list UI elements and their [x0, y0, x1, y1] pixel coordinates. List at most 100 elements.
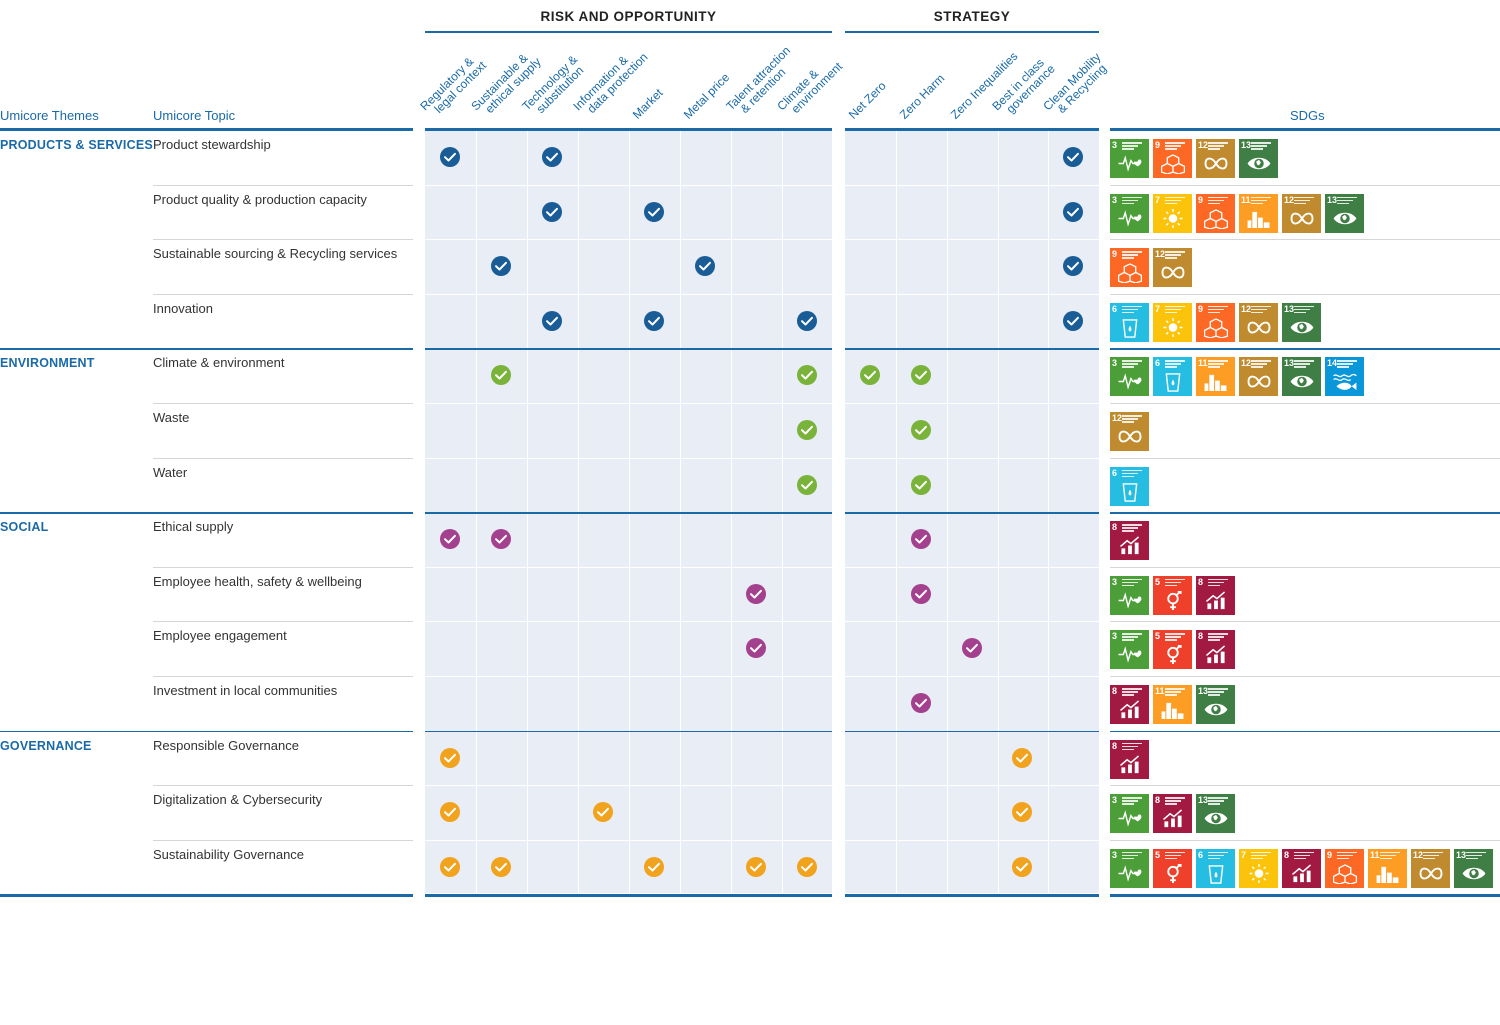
row-divider	[845, 239, 1099, 241]
row-divider	[425, 293, 832, 295]
check-icon	[542, 310, 562, 331]
sdg-6-icon: 6	[1110, 302, 1149, 342]
sdg-9-icon: 9	[1196, 302, 1235, 342]
check-icon	[746, 856, 766, 877]
row-divider	[153, 403, 413, 404]
column-separator	[896, 131, 897, 893]
sdg-13-icon: 13	[1196, 794, 1235, 834]
sdg-13-icon: 13	[1282, 302, 1321, 342]
sdg-12-icon: 12	[1282, 193, 1321, 233]
sdg-8-icon: 8	[1196, 575, 1235, 615]
theme-divider	[0, 894, 413, 898]
check-icon	[797, 474, 817, 495]
row-divider	[1110, 457, 1500, 459]
theme-divider	[425, 348, 832, 350]
sdg-icons: 3 9 12 13	[1110, 139, 1278, 178]
theme-divider	[845, 894, 1099, 898]
row-divider	[845, 184, 1099, 186]
check-icon	[440, 747, 460, 768]
check-icon	[911, 365, 931, 386]
row-divider	[425, 785, 832, 787]
sdg-11-icon: 11	[1239, 193, 1278, 233]
sdg-12-icon: 12	[1239, 357, 1278, 397]
column-header-line1: Market	[629, 85, 666, 122]
row-divider	[1110, 621, 1500, 623]
sdg-13-icon: 13	[1239, 139, 1278, 178]
row-divider	[845, 457, 1099, 459]
sdg-8-icon: 8	[1110, 739, 1149, 779]
theme-label: ENVIRONMENT	[0, 356, 95, 371]
row-divider	[153, 566, 413, 568]
sdg-3-icon: 3	[1110, 575, 1149, 615]
risk-opportunity-underline	[425, 31, 832, 33]
header-rule-risk	[425, 128, 832, 131]
row-divider	[845, 566, 1099, 568]
themes-header: Umicore Themes	[0, 108, 99, 123]
row-divider	[845, 293, 1099, 295]
column-header-label: Metal price	[681, 70, 732, 121]
sdg-11-icon: 11	[1196, 357, 1235, 397]
sdg-14-icon: 14	[1325, 357, 1364, 397]
row-divider	[425, 621, 832, 623]
sdg-icons: 8 11 13	[1110, 685, 1235, 724]
strategy-title: STRATEGY	[933, 9, 1011, 24]
sdg-icons: 3 5 6 7 8 9 11 12 13	[1110, 848, 1493, 888]
sdg-9-icon: 9	[1196, 193, 1235, 233]
check-icon	[491, 256, 511, 277]
topic-label: Employee health, safety & wellbeing	[153, 573, 362, 589]
check-icon	[440, 529, 460, 550]
column-separator	[998, 131, 999, 893]
row-divider	[1110, 785, 1500, 787]
sdg-3-icon: 3	[1110, 848, 1149, 888]
sdg-13-icon: 13	[1282, 357, 1321, 397]
sdg-8-icon: 8	[1110, 521, 1149, 561]
sdg-7-icon: 7	[1239, 848, 1278, 888]
sdg-11-icon: 11	[1153, 685, 1192, 724]
sdg-7-icon: 7	[1153, 193, 1192, 233]
check-icon	[1063, 310, 1083, 331]
sdg-3-icon: 3	[1110, 357, 1149, 397]
column-separator	[680, 131, 681, 893]
check-icon	[1063, 256, 1083, 277]
column-separator	[629, 131, 630, 893]
row-divider	[153, 839, 413, 841]
check-icon	[593, 802, 613, 823]
row-divider	[425, 676, 832, 677]
check-icon	[911, 529, 931, 550]
topic-label: Innovation	[153, 300, 213, 316]
row-divider	[425, 566, 832, 568]
sdg-3-icon: 3	[1110, 630, 1149, 670]
topic-label: Sustainability Governance	[153, 846, 305, 862]
row-divider	[1110, 293, 1500, 295]
sdg-12-icon: 12	[1110, 412, 1149, 451]
sdg-3-icon: 3	[1110, 139, 1149, 178]
header-rule-sdgs	[1110, 128, 1500, 131]
sdg-3-icon: 3	[1110, 794, 1149, 834]
sdg-3-icon: 3	[1110, 193, 1149, 233]
sdg-13-icon: 13	[1196, 685, 1235, 724]
row-divider	[153, 293, 413, 295]
topic-label: Responsible Governance	[153, 737, 299, 753]
topic-label: Product quality & production capacity	[153, 191, 367, 207]
theme-label: GOVERNANCE	[0, 738, 92, 753]
check-icon	[440, 856, 460, 877]
row-divider	[845, 785, 1099, 787]
sdg-icons: 8	[1110, 521, 1149, 561]
check-icon	[1012, 856, 1032, 877]
row-divider	[425, 184, 832, 186]
row-divider	[1110, 676, 1500, 677]
sdg-6-icon: 6	[1153, 357, 1192, 397]
sdg-5-icon: 5	[1153, 630, 1192, 670]
column-header-label: Zero Harm	[897, 71, 947, 121]
row-divider	[1110, 839, 1500, 841]
column-separator	[578, 131, 579, 893]
check-icon	[860, 365, 880, 386]
theme-label: SOCIAL	[0, 520, 49, 535]
topic-label: Waste	[153, 410, 190, 425]
topic-label: Climate & environment	[153, 355, 285, 371]
theme-divider	[1110, 512, 1500, 514]
header-rule-strategy	[845, 128, 1099, 131]
theme-divider	[425, 894, 832, 898]
check-icon	[644, 310, 664, 331]
